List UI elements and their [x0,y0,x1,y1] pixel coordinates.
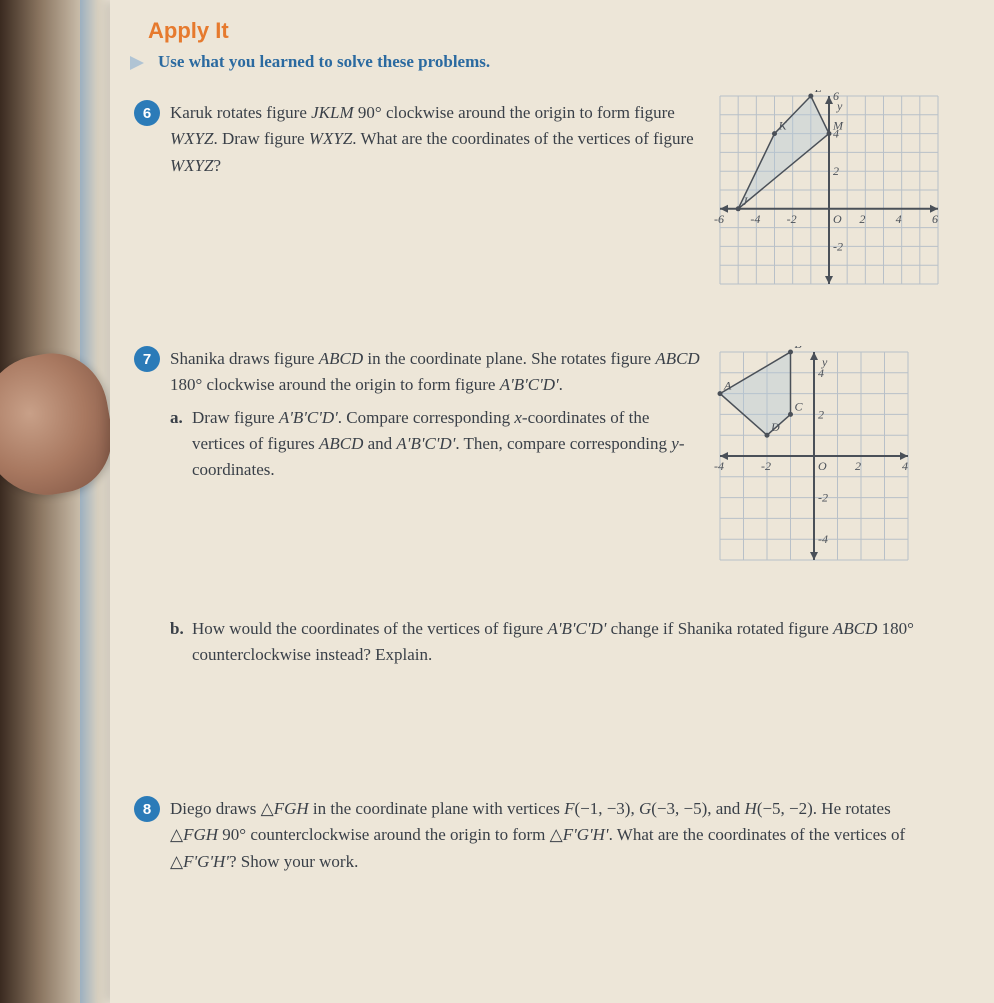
problem-8: 8 Diego draws △FGH in the coordinate pla… [130,796,964,875]
page-binding [80,0,110,1003]
problem-7: 7 Shanika draws figure ABCD in the coord… [130,346,964,576]
svg-text:2: 2 [855,459,861,473]
svg-text:B: B [795,346,803,351]
svg-text:A: A [723,379,732,393]
svg-text:-4: -4 [750,212,760,226]
coordinate-grid-icon: -6-4-2246-2246OyJKLM [714,90,944,290]
svg-text:D: D [770,420,780,434]
svg-text:O: O [833,212,842,226]
problem-number-badge: 7 [134,346,160,372]
problem-8-text: Diego draws △FGH in the coordinate plane… [170,796,924,875]
problem-6: 6 Karuk rotates figure JKLM 90° clockwis… [130,100,964,310]
svg-text:-4: -4 [714,459,724,473]
svg-text:-2: -2 [818,491,828,505]
svg-text:2: 2 [859,212,865,226]
problem-number-badge: 8 [134,796,160,822]
svg-text:K: K [778,119,788,133]
svg-text:-2: -2 [761,459,771,473]
textbook-page: Apply It Use what you learned to solve t… [110,0,994,1003]
instructions-row: Use what you learned to solve these prob… [130,52,964,72]
svg-text:J: J [742,194,748,208]
svg-text:y: y [836,99,843,113]
svg-text:-4: -4 [818,532,828,546]
arrow-icon [130,56,144,70]
svg-text:-2: -2 [833,239,843,253]
problem-7a: a. Draw figure A'B'C'D'. Compare corresp… [170,405,704,484]
svg-text:-2: -2 [787,212,797,226]
svg-text:4: 4 [902,459,908,473]
svg-text:C: C [795,399,804,413]
subpart-letter: a. [170,405,183,431]
subpart-letter: b. [170,616,184,642]
svg-text:L: L [814,90,822,95]
svg-text:2: 2 [833,164,839,178]
section-title: Apply It [148,18,964,44]
svg-text:M: M [832,119,844,133]
problem-7-graph: -4-224-4-224OyABCD [714,346,944,571]
problem-6-text: Karuk rotates figure JKLM 90° clockwise … [170,100,704,179]
coordinate-grid-icon: -4-224-4-224OyABCD [714,346,914,566]
svg-text:y: y [821,355,828,369]
svg-text:6: 6 [932,212,938,226]
svg-text:4: 4 [896,212,902,226]
problem-6-graph: -6-4-2246-2246OyJKLM [714,90,944,295]
problem-7-intro: Shanika draws figure ABCD in the coordin… [170,346,704,399]
problem-7b: b. How would the coordinates of the vert… [130,616,964,756]
svg-text:2: 2 [818,407,824,421]
problem-number-badge: 6 [134,100,160,126]
svg-text:O: O [818,459,827,473]
instructions-text: Use what you learned to solve these prob… [158,52,490,71]
svg-text:-6: -6 [714,212,724,226]
